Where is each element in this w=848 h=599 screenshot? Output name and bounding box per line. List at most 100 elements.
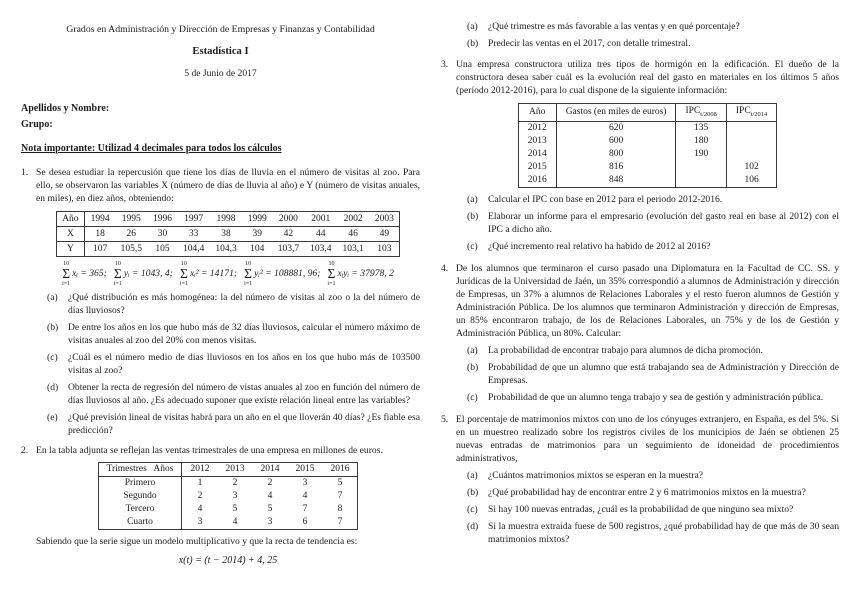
ipc-2008-cell: 190 — [675, 147, 727, 161]
sales-value-cell: 5 — [267, 504, 273, 514]
problem-1-statement: Se desea estudiar la repercusión que tie… — [36, 167, 420, 204]
summation-term: 10 Σ i=1 yᵢ² = 108881, 96; — [244, 261, 320, 287]
y-row-label: Y — [56, 241, 86, 257]
problem-3-part-c: (c) ¿Qué incremento real relativo ha hab… — [467, 240, 839, 253]
year-cell: 1994 — [90, 214, 110, 224]
year-cell: 2013 — [217, 462, 253, 477]
part-text: ¿Qué probabilidad hay de encontrar entre… — [488, 486, 806, 498]
ipc-2008-cell: 180 — [675, 134, 727, 148]
summation-expression: xᵢ = 365; — [72, 268, 107, 280]
x-value-cell: 44 — [304, 226, 337, 242]
ipc-2008-header-cell: IPCt/2008 — [675, 103, 727, 122]
part-text: Probabilidad de que un alumno que está t… — [488, 361, 839, 386]
expense-cell: 848 — [556, 173, 677, 188]
problem-1-part-e: (e) ¿Qué previsión lineal de visitas hab… — [47, 411, 420, 437]
ipc-2014-cell: 102 — [744, 162, 759, 173]
sales-value-cell: 7 — [337, 517, 343, 527]
quarter-label-cell: Cuarto — [98, 515, 183, 529]
sigma-symbol: 10 Σ i=1 — [244, 261, 252, 287]
sales-value-cell: 4 — [267, 491, 273, 501]
problem-5: 5. El porcentaje de matrimonios mixtos c… — [441, 413, 839, 546]
x-value-cell: 33 — [177, 226, 210, 242]
x-value-cell: 38 — [209, 226, 243, 242]
ipc-2014-cell — [726, 121, 776, 135]
year-cell: 1999 — [247, 214, 267, 224]
ipc-subscript: t/2014 — [750, 110, 768, 118]
ipc-2014-cell: 106 — [744, 175, 759, 186]
sigma-upper-limit: 10 — [328, 261, 335, 267]
y-value-cell: 104,4 — [177, 241, 210, 257]
year-cell: 1997 — [184, 214, 204, 224]
table-row: Segundo 2 3 4 4 7 — [98, 489, 358, 503]
problem-1-part-a: (a) ¿Qué distribución es más homogénea: … — [47, 291, 420, 317]
summation-expression: xᵢyᵢ = 37978, 2 — [337, 268, 394, 280]
table-row: Año 1994 1995 1996 1997 1998 1999 2000 2… — [56, 211, 400, 227]
y-value-cell: 105 — [147, 241, 178, 257]
x-value-cell: 30 — [147, 226, 178, 242]
ipc-2014-cell — [726, 148, 776, 161]
sigma-symbol: 10 Σ i=1 — [180, 261, 188, 287]
problem-3-part-b: (b) Elaborar un informe para el empresar… — [467, 210, 839, 236]
year-cell: 2013 — [518, 134, 557, 148]
x-value-cell: 46 — [336, 226, 370, 242]
sigma-lower-limit: i=1 — [244, 280, 253, 287]
part-text: ¿Qué distribución es más homogénea: la d… — [68, 291, 420, 316]
problem-2-part-b: (b) Predecir las ventas en el 2017, con … — [467, 37, 839, 50]
problem-3-number: 3. — [441, 59, 449, 70]
part-text: De entre los años en los que hubo más de… — [68, 321, 420, 346]
problem-5-part-b: (b) ¿Qué probabilidad hay de encontrar e… — [467, 486, 839, 499]
trend-formula: x(t) = (t − 2014) + 4, 25 — [178, 554, 278, 566]
expense-header-cell: Gastos (en miles de euros) — [556, 103, 677, 122]
part-label: (a) — [47, 291, 58, 303]
sigma-icon: Σ — [179, 266, 188, 281]
left-column: Grados en Administración y Dirección de … — [21, 0, 420, 567]
quarter-label-cell: Segundo — [98, 489, 183, 503]
problem-3: 3. Una empresa constructora utiliza tres… — [441, 58, 839, 253]
x-value-cell: 42 — [272, 226, 305, 242]
ipc-label: IPC — [685, 105, 701, 116]
part-label: (c) — [467, 503, 478, 515]
part-label: (b) — [467, 210, 479, 222]
summation-term: 10 Σ i=1 xᵢyᵢ = 37978, 2 — [327, 261, 393, 287]
table-row: Y 107 105,5 105 104,4 104,3 104 103,7 10… — [56, 241, 400, 257]
summation-expression: xᵢ² = 14171; — [189, 268, 238, 280]
important-note: Nota importante: Utilizad 4 decimales pa… — [21, 143, 282, 154]
year-cell: 2012 — [181, 462, 218, 477]
year-cell: 2000 — [278, 214, 298, 224]
problem-1: 1. Se desea estudiar la repercusión que … — [21, 166, 420, 437]
problem-4-part-b: (b) Probabilidad de que un alumno que es… — [467, 361, 839, 387]
part-label: (a) — [467, 344, 478, 356]
problem-5-statement: El porcentaje de matrimonios mixtos con … — [456, 413, 839, 464]
y-value-cell: 104,3 — [209, 241, 243, 257]
y-value-cell: 107 — [84, 241, 116, 257]
part-label: (a) — [467, 21, 478, 32]
zoo-visits-table: Año 1994 1995 1996 1997 1998 1999 2000 2… — [55, 211, 401, 257]
y-value-cell: 105,5 — [115, 241, 148, 257]
y-value-cell: 103,1 — [336, 241, 370, 257]
part-label: (d) — [47, 381, 59, 393]
sigma-symbol: 10 Σ i=1 — [327, 261, 335, 287]
sigma-upper-limit: 10 — [63, 261, 70, 267]
problem-1-part-b: (b) De entre los años en los que hubo má… — [47, 321, 420, 347]
summation-line: 10 Σ i=1 xᵢ = 365; 10 Σ i=1 yᵢ = 1043, 4… — [36, 261, 420, 287]
problem-4-number: 4. — [441, 262, 449, 274]
problem-4-part-c: (c) Probabilidad de que un alumno tenga … — [467, 391, 839, 404]
part-label: (c) — [467, 391, 478, 403]
group-label: Grupo: — [21, 119, 53, 130]
problem-5-number: 5. — [441, 413, 449, 425]
y-value-cell: 103 — [369, 241, 400, 257]
part-text: ¿Qué trimestre es más favorable a las ve… — [488, 21, 740, 32]
part-text: ¿Qué incremento real relativo ha habido … — [488, 240, 711, 252]
year-cell: 2015 — [287, 462, 323, 477]
trend-intro-text: Sabiendo que la serie sigue un modelo mu… — [36, 535, 358, 547]
document-header: Grados en Administración y Dirección de … — [21, 23, 420, 80]
part-text: Elaborar un informe para el empresario (… — [488, 210, 839, 235]
sales-value-cell: 3 — [267, 517, 273, 527]
y-value-cell: 103,7 — [272, 241, 305, 257]
sales-value-cell: 7 — [337, 491, 343, 501]
sigma-lower-limit: i=1 — [62, 280, 71, 287]
sales-value-cell: 2 — [267, 478, 273, 488]
part-text: Calcular el IPC con base en 2012 para el… — [488, 193, 723, 205]
sales-value-cell: 5 — [232, 504, 238, 514]
